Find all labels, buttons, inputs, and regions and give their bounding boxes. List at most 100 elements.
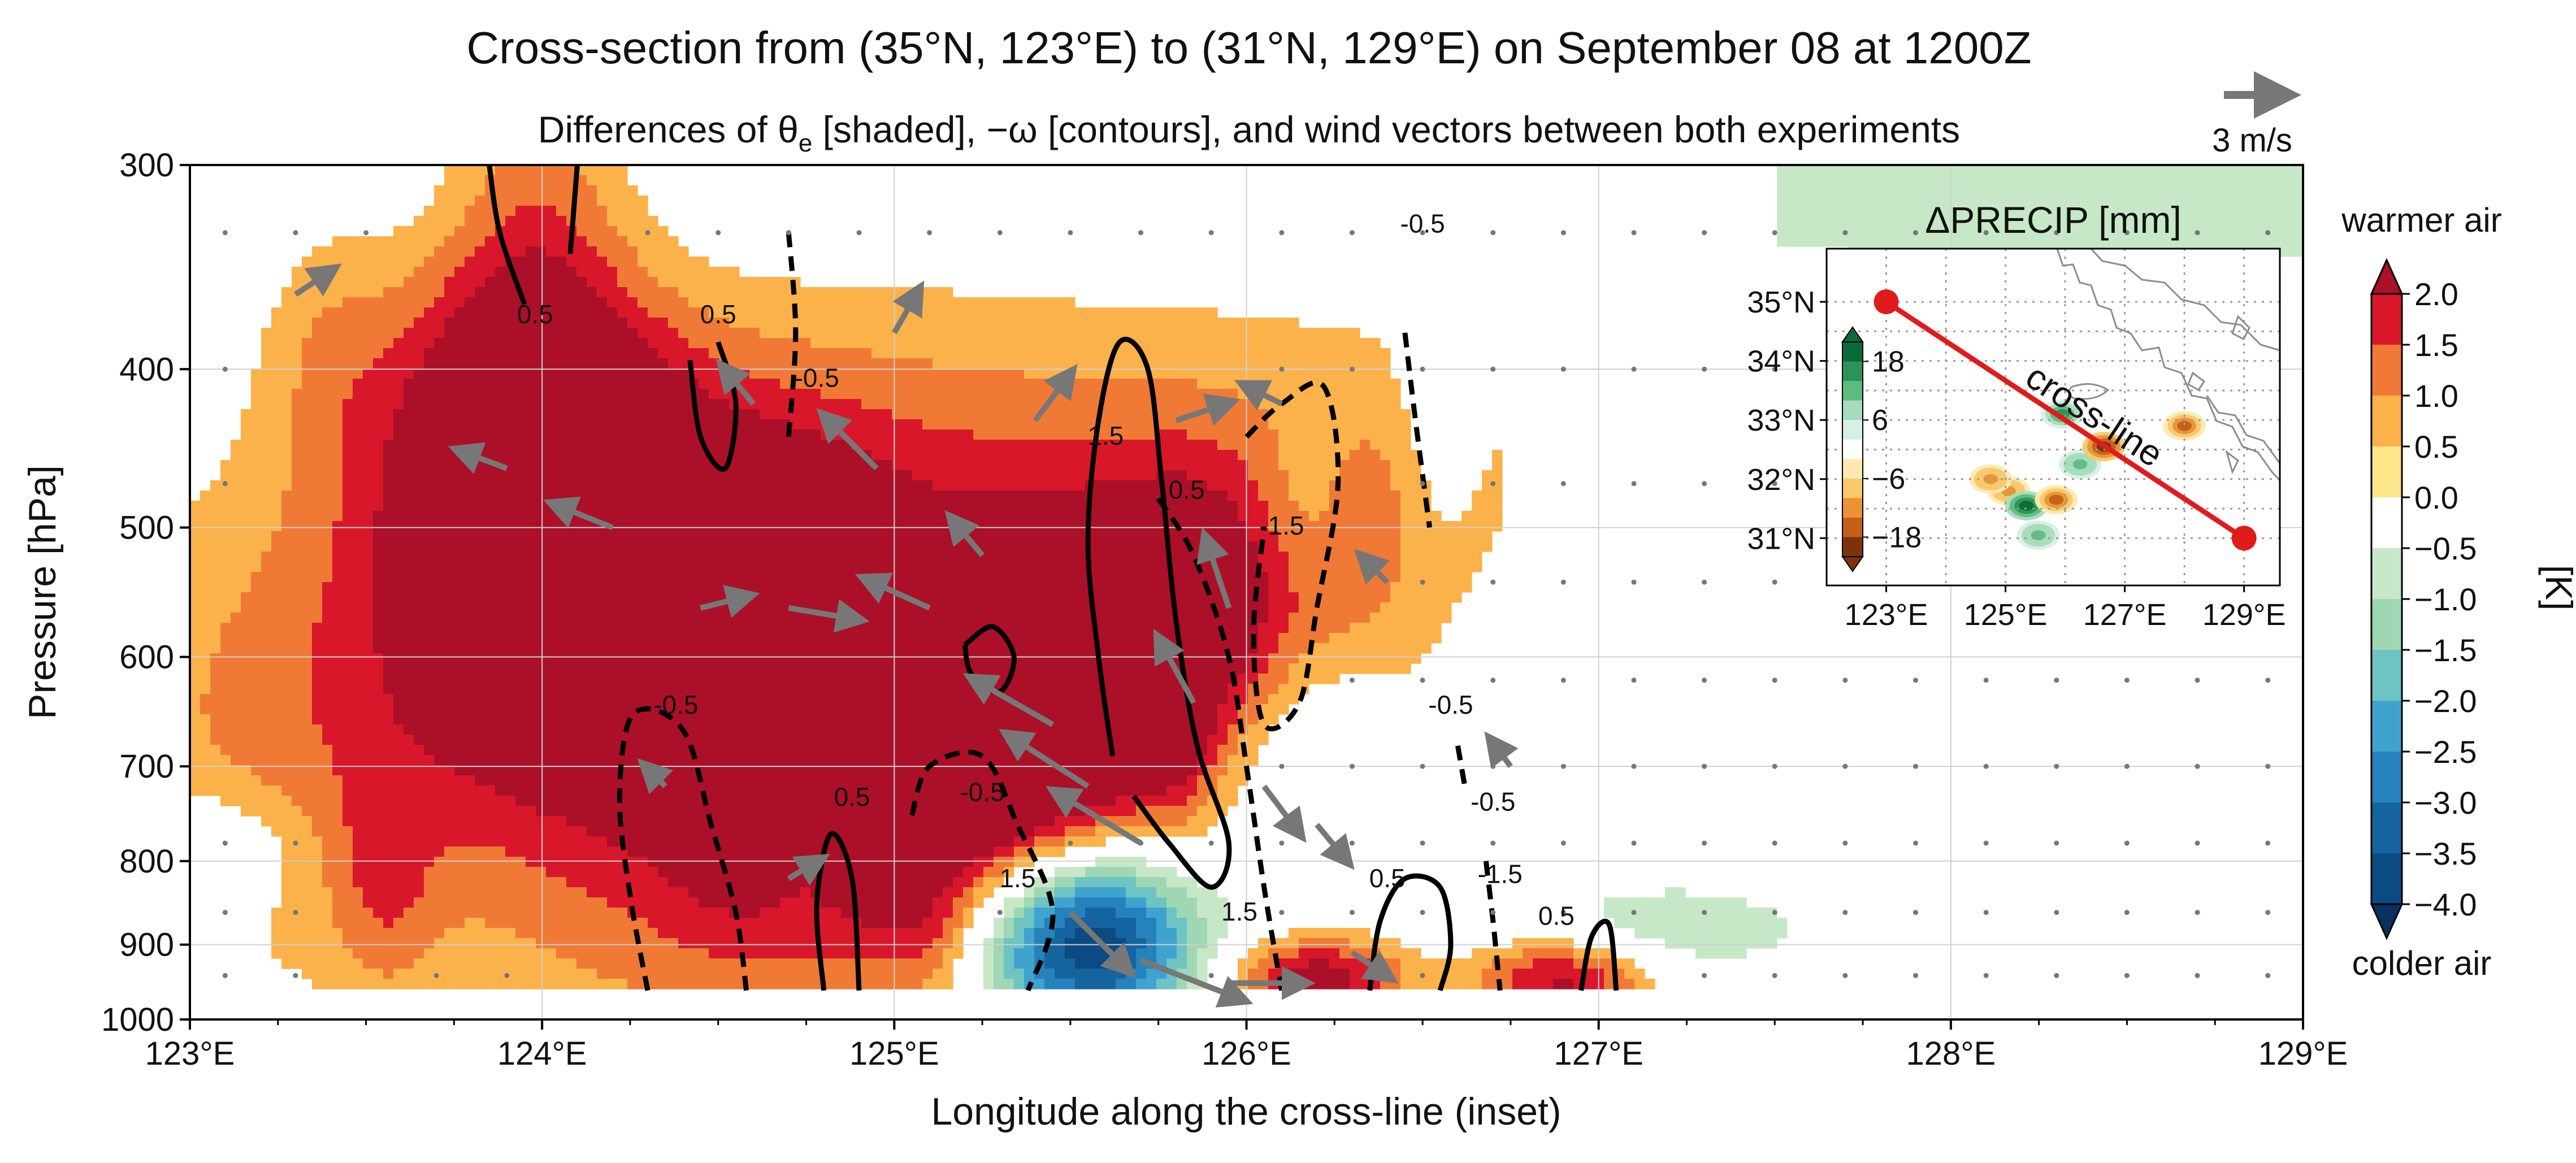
omega-contour-7: [1578, 918, 1619, 991]
wind-vector-6: [715, 358, 756, 406]
contour-label-3: -0.5: [1400, 209, 1445, 238]
reference-vector: 3 m/s: [2212, 71, 2301, 159]
wind-vector-dot: [2124, 230, 2130, 236]
wind-vector-dot: [1279, 366, 1285, 372]
wind-vector-dot: [1490, 840, 1496, 846]
colorbar-tick-label-9: −2.5: [2414, 734, 2477, 770]
contour-label-7: -0.5: [653, 690, 698, 719]
inset-x-tick-label-1: 125°E: [1964, 598, 2048, 632]
colorbar-bin: [2371, 599, 2402, 650]
wind-vector-dot: [1490, 366, 1496, 372]
chart-subtitle: Differences of θe [shaded], −ω [contours…: [538, 109, 1960, 157]
contour-label-13: 0.5: [1369, 863, 1406, 893]
colorbar: warmer air colder air 2.0 1.5 1.0 0.5 0.0 −0.…: [2341, 201, 2576, 982]
wind-vector-dot: [1490, 678, 1496, 683]
inset-y-tick-label-2: 33°N: [1747, 403, 1815, 437]
y-tick-label-2: 500: [119, 510, 174, 546]
wind-vector-dot: [363, 230, 369, 236]
contour-label-15: 1.5: [1221, 897, 1257, 926]
wind-vector-dot: [1913, 910, 1919, 915]
wind-vector-dot: [1631, 579, 1637, 585]
wind-vector-dot: [1702, 366, 1707, 372]
inset-frame: [1825, 248, 2281, 587]
colorbar-tick-label-4: 0.0: [2414, 480, 2458, 515]
inset-x-tick-label-3: 129°E: [2202, 598, 2286, 632]
y-axis-label: Pressure [hPa]: [21, 465, 64, 719]
wind-vector-dot: [1842, 973, 1848, 978]
grid: [190, 165, 2303, 1019]
wind-vector-dot: [1349, 840, 1355, 846]
wind-vector-dot: [997, 230, 1003, 236]
wind-vector-dot: [2265, 840, 2271, 846]
omega-contour-6: [1367, 873, 1454, 991]
inset-colorbar-tick-label-2: −6: [1872, 463, 1905, 496]
wind-vector-dot: [1913, 840, 1919, 846]
wind-vector-dot: [1913, 763, 1919, 769]
wind-vector-dot: [1842, 230, 1848, 236]
wind-vector-3: [700, 585, 760, 618]
wind-vector-7: [855, 572, 931, 611]
wind-vector-dot: [504, 973, 510, 978]
wind-vector-dot: [1702, 763, 1707, 769]
wind-vector-dot: [1772, 678, 1777, 683]
y-tick-label-6: 900: [119, 927, 174, 964]
wind-vector-dot: [1420, 763, 1425, 769]
wind-vector-dot: [2195, 763, 2200, 769]
wind-vector-dot: [1631, 678, 1637, 683]
wind-vector-dot: [927, 230, 933, 236]
wind-vector-10: [998, 728, 1090, 789]
contour-label-1: 0.5: [700, 300, 736, 329]
inset-x-tick-label-2: 127°E: [2083, 598, 2167, 632]
precip-blob-3: [2035, 485, 2078, 515]
wind-vector-16: [891, 280, 925, 335]
wind-vector-24: [1354, 548, 1390, 585]
x-axis: 123°E 124°E 125°E 126°E 127°E 128°E 129°E: [145, 1019, 2348, 1072]
wind-vector-dot: [1490, 763, 1496, 769]
wind-vector-dot: [1420, 579, 1425, 585]
wind-vector-dot: [1420, 678, 1425, 683]
x-tick-label-2: 125°E: [849, 1035, 939, 1072]
wind-vector-dot: [1560, 840, 1566, 846]
wind-vector-dot: [2124, 973, 2130, 978]
omega-contour-8: [617, 706, 749, 991]
wind-vector-dot: [2124, 678, 2130, 683]
wind-vector-dot: [1772, 910, 1777, 915]
wind-vector-13: [1196, 527, 1232, 609]
wind-vector-dot: [2195, 840, 2200, 846]
wind-vector-5: [816, 408, 879, 471]
cross-line-end-marker: [2231, 526, 2257, 551]
wind-vector-17: [1261, 784, 1307, 843]
y-tick-label-5: 800: [119, 843, 174, 880]
contour-label-5: 0.5: [1169, 475, 1205, 504]
wind-vector-dot: [293, 973, 298, 978]
wind-vector-dot: [1279, 763, 1285, 769]
colorbar-bin: [2371, 853, 2402, 905]
wind-vector-dot: [293, 230, 298, 236]
wind-vector-dot: [1702, 579, 1707, 585]
colorbar-bin: [2371, 497, 2402, 549]
wind-vector-dot: [1842, 910, 1848, 915]
wind-vector-dot: [1560, 678, 1566, 683]
wind-vector-dot: [1772, 366, 1777, 372]
contour-label-10: 0.5: [834, 782, 870, 812]
wind-vector-dot: [2265, 230, 2271, 236]
inset-y-tick-label-4: 31°N: [1747, 522, 1815, 556]
wind-vector-dot: [1490, 910, 1496, 915]
contour-label-8: -0.5: [1428, 690, 1473, 719]
wind-vector-dot: [1138, 230, 1144, 236]
wind-vector-dot: [2195, 973, 2200, 978]
wind-vector-dot: [1772, 763, 1777, 769]
y-axis: 300 400 500 600 700 800 900 1000: [101, 147, 190, 1038]
contour-label-4: 1.5: [1087, 421, 1124, 450]
colorbar-bin: [2371, 650, 2402, 701]
wind-vector-dot: [1631, 763, 1637, 769]
wind-vector-dot: [1490, 481, 1496, 487]
x-tick-label-6: 129°E: [2258, 1035, 2348, 1072]
wind-vector-dot: [222, 481, 228, 487]
colorbar-extend-bottom: [2370, 903, 2404, 940]
colorbar-tick-label-1: 1.5: [2414, 327, 2458, 363]
y-tick-label-7: 1000: [101, 1001, 174, 1038]
wind-vector-dot: [1631, 910, 1637, 915]
wind-vector-27: [1484, 731, 1519, 769]
